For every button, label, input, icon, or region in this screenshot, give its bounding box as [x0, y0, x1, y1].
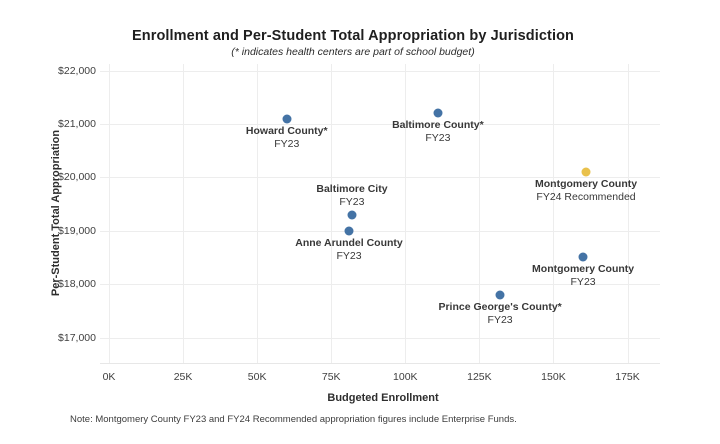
y-tick-label: $20,000 [58, 171, 96, 184]
y-axis-title: Per-Student Total Appropriation [50, 129, 62, 297]
x-tick-label: 125K [467, 371, 492, 383]
point-label-name: Montgomery County [534, 177, 638, 190]
gridline-x [183, 64, 185, 363]
point-label-name: Prince George's County* [438, 300, 562, 313]
gridline-y [100, 230, 660, 232]
point-label: Howard County* FY23 [246, 125, 328, 151]
x-tick-label: 175K [615, 371, 640, 383]
x-axis-line [100, 363, 660, 364]
gridline-y [100, 123, 660, 125]
gridline-y [100, 177, 660, 179]
point-label-fy: FY23 [336, 249, 362, 262]
plot-area [100, 64, 660, 364]
x-tick-label: 75K [321, 371, 341, 383]
point-label: Anne Arundel County FY23 [295, 237, 403, 263]
y-tick-label: $19,000 [58, 224, 96, 237]
x-tick-label: 25K [173, 371, 193, 383]
y-tick-label: $22,000 [58, 64, 96, 77]
y-tick-label: $18,000 [58, 278, 96, 291]
gridline-x [109, 64, 110, 363]
y-tick-label: $17,000 [58, 331, 96, 344]
gridline-x [331, 64, 333, 363]
point-label-name: Baltimore City [316, 182, 388, 195]
gridline-x [257, 64, 259, 363]
gridline-y [100, 70, 660, 72]
point-label: Prince George's County* FY23 [438, 301, 561, 327]
point-label-name: Howard County* [245, 124, 328, 137]
point-label: Montgomery County FY23 [532, 263, 634, 289]
data-point [433, 108, 443, 118]
gridline-x [627, 64, 629, 363]
data-point [347, 210, 357, 220]
data-point [282, 114, 292, 124]
gridline-y [100, 284, 660, 286]
gridline-x [553, 64, 555, 363]
data-point [344, 226, 354, 236]
data-point [578, 252, 588, 262]
data-point [495, 290, 505, 300]
x-axis-title: Budgeted Enrollment [327, 392, 439, 404]
point-label-fy: FY23 [339, 195, 365, 208]
gridline-x [405, 64, 407, 363]
chart-subtitle: (* indicates health centers are part of … [231, 46, 475, 58]
point-label-name: Baltimore County* [392, 119, 484, 132]
point-label-fy: FY23 [425, 132, 451, 145]
x-tick-label: 50K [247, 371, 267, 383]
data-point [581, 167, 591, 177]
x-tick-label: 100K [393, 371, 418, 383]
point-label: Baltimore City FY23 [316, 183, 387, 209]
y-tick-label: $21,000 [58, 117, 96, 130]
point-label-name: Montgomery County [532, 263, 635, 276]
gridline-y [100, 337, 660, 339]
point-label-fy: FY23 [274, 137, 300, 150]
point-label-fy: FY23 [487, 313, 513, 326]
gridline-x [479, 64, 481, 363]
point-label-fy: FY24 Recommended [536, 190, 636, 203]
footnote: Note: Montgomery County FY23 and FY24 Re… [70, 414, 517, 425]
x-tick-label: 0K [102, 371, 116, 383]
point-label-name: Anne Arundel County [295, 236, 403, 249]
chart-title: Enrollment and Per-Student Total Appropr… [131, 28, 575, 44]
x-tick-label: 150K [541, 371, 566, 383]
point-label: Montgomery County FY24 Recommended [535, 178, 637, 204]
point-label-fy: FY23 [570, 276, 596, 289]
point-label: Baltimore County* FY23 [392, 119, 484, 145]
